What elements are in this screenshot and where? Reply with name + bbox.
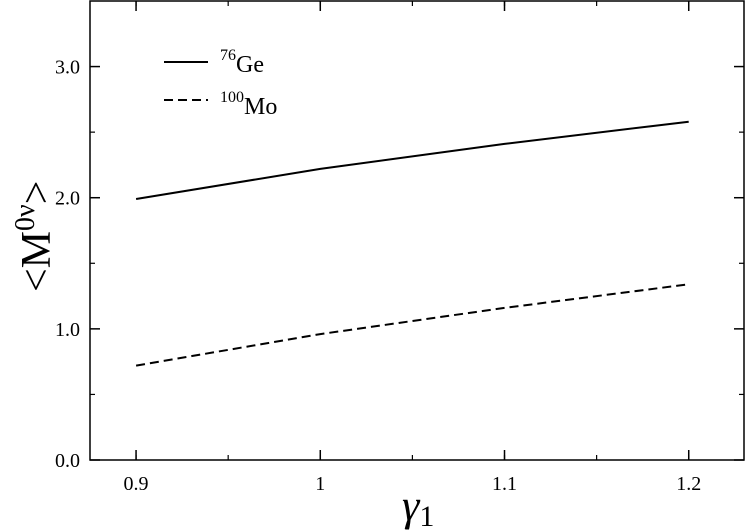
y-axis-label-gt: > [14,181,60,205]
axis-ticks: 0.9 1 1.1 1.2 0.0 1.0 2.0 3.0 [55,1,744,495]
y-tick-label: 2.0 [55,188,80,210]
legend-mo-sup: 100 [220,89,244,106]
y-axis-label-sup: 0ν [10,204,41,231]
x-tick-label: 0.9 [124,473,149,495]
y-axis-label: <M0ν> [10,181,60,292]
y-tick-label: 1.0 [55,319,80,341]
x-tick-label: 1 [315,473,325,495]
legend-mo-base: Mo [244,94,277,120]
plot-frame [89,0,745,461]
x-tick-label: 1.2 [676,473,701,495]
series-line-ge [135,120,689,200]
x-tick-label: 1.1 [492,473,517,495]
legend-entry-ge: 76Ge [220,47,264,78]
x-axis-label: γ1 [402,481,434,530]
y-axis-label-lt: <M [14,231,60,292]
x-axis-label-sub: 1 [419,500,434,530]
series-lines [135,120,689,367]
legend-ge-base: Ge [236,52,264,78]
y-tick-label: 3.0 [55,57,80,79]
legend-ge-sup: 76 [220,47,236,64]
legend-entry-mo: 100Mo [220,89,277,120]
y-tick-label: 0.0 [55,450,80,472]
series-line-mo [135,283,689,367]
legend: 76Ge 100Mo [164,47,277,120]
x-axis-label-main: γ [402,481,421,530]
